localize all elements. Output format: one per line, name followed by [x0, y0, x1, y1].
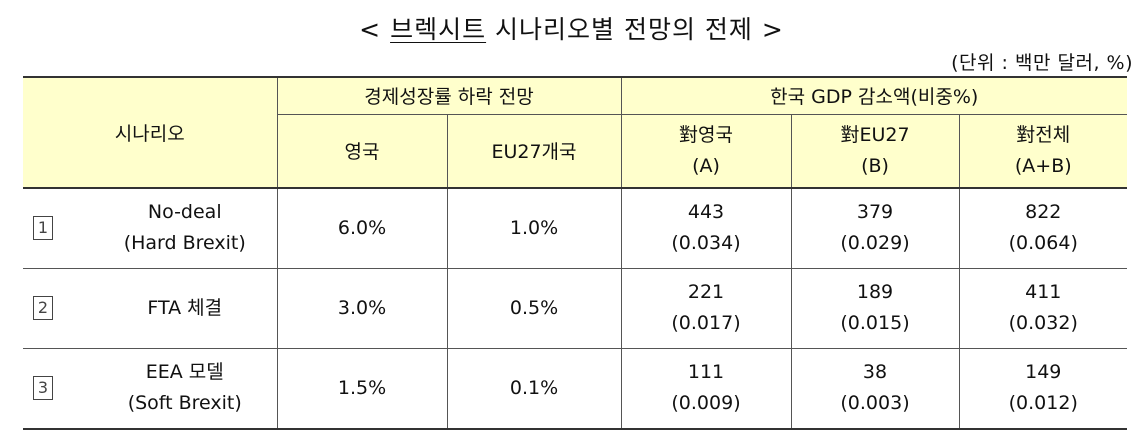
scenario-table: 시나리오 경제성장률 하락 전망 한국 GDP 감소액(비중%) 영국 EU27… [23, 76, 1127, 430]
scenario-cell: 3 EEA 모델 (Soft Brexit) [23, 347, 277, 430]
header-uk: 영국 [276, 114, 447, 188]
header-vs-eu27: 對EU27 (B) [790, 114, 959, 188]
vs-total-cell: 149 (0.012) [958, 347, 1127, 430]
vs-uk-cell: 111 (0.009) [620, 347, 791, 430]
vs-total-cell: 822 (0.064) [958, 186, 1127, 268]
unit-note: (단위 : 백만 달러, %) [951, 52, 1133, 74]
eu27-growth-cell: 0.1% [446, 347, 621, 430]
scenario-number-badge: 1 [33, 216, 53, 240]
table-row: 3 EEA 모델 (Soft Brexit) 1.5% 0.1% 111 (0.… [23, 347, 1127, 430]
header-growth-group: 경제성장률 하락 전망 [276, 76, 621, 115]
header-vs-uk: 對영국 (A) [620, 114, 791, 188]
header-row-1: 시나리오 경제성장률 하락 전망 한국 GDP 감소액(비중%) [23, 76, 1127, 188]
header-scenario: 시나리오 [23, 76, 277, 188]
scenario-number-badge: 3 [33, 376, 53, 400]
header-vs-total: 對전체 (A+B) [958, 114, 1127, 188]
table-row: 1 No-deal (Hard Brexit) 6.0% 1.0% 443 (0… [23, 186, 1127, 268]
header-gdp-group: 한국 GDP 감소액(비중%) [620, 76, 1127, 115]
uk-growth-cell: 1.5% [276, 347, 447, 430]
scenario-number-badge: 2 [33, 296, 53, 320]
vs-eu27-cell: 379 (0.029) [790, 186, 959, 268]
vs-uk-cell: 443 (0.034) [620, 186, 791, 268]
table-row: 2 FTA 체결 3.0% 0.5% 221 (0.017) 189 (0.01… [23, 267, 1127, 348]
vs-eu27-cell: 189 (0.015) [790, 267, 959, 348]
title-rest: 시나리오별 전망의 전제 > [486, 15, 784, 44]
uk-growth-cell: 3.0% [276, 267, 447, 348]
title-underlined: 브렉시트 [390, 15, 487, 44]
uk-growth-cell: 6.0% [276, 186, 447, 268]
header-row-2: 영국 EU27개국 對영국 (A) 對EU27 (B) 對전체 (A+B) [23, 114, 1127, 188]
vs-uk-cell: 221 (0.017) [620, 267, 791, 348]
vs-eu27-cell: 38 (0.003) [790, 347, 959, 430]
scenario-cell: 1 No-deal (Hard Brexit) [23, 186, 277, 268]
eu27-growth-cell: 0.5% [446, 267, 621, 348]
page-title: < 브렉시트 시나리오별 전망의 전제 > [0, 10, 1143, 46]
scenario-cell: 2 FTA 체결 [23, 267, 277, 348]
header-eu27: EU27개국 [446, 114, 621, 188]
eu27-growth-cell: 1.0% [446, 186, 621, 268]
title-prefix: < [359, 15, 391, 44]
vs-total-cell: 411 (0.032) [958, 267, 1127, 348]
